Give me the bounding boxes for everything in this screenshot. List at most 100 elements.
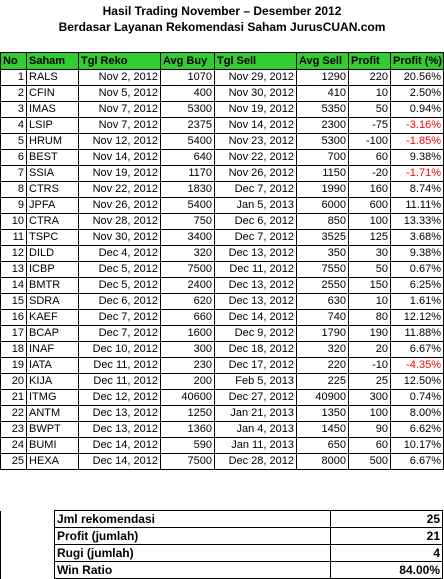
cell-avg-buy: 230 bbox=[160, 357, 215, 374]
cell-tgl-sell: Dec 6, 2012 bbox=[214, 213, 297, 230]
cell-saham: HRUM bbox=[26, 133, 79, 150]
cell-avg-sell: 8000 bbox=[296, 453, 349, 470]
cell-avg-sell: 3525 bbox=[296, 229, 349, 246]
cell-tgl-reko: Dec 6, 2012 bbox=[78, 293, 161, 310]
cell-no: 18 bbox=[0, 341, 27, 358]
cell-avg-sell: 700 bbox=[296, 149, 349, 166]
table-row: 11 TSPC Nov 30, 2012 3400 Dec 7, 2012 3525 125… bbox=[0, 229, 444, 246]
cell-avg-buy: 1250 bbox=[160, 405, 215, 422]
cell-saham: DILD bbox=[26, 245, 79, 262]
cell-avg-sell: 5350 bbox=[296, 101, 349, 118]
cell-saham: ICBP bbox=[26, 261, 79, 278]
cell-profit: 125 bbox=[348, 229, 391, 246]
summary-rugi: Rugi (jumlah) 4 bbox=[0, 544, 444, 562]
table-row: 19 IATA Dec 11, 2012 230 Dec 17, 2012 220 -10-… bbox=[0, 357, 444, 374]
cell-avg-buy: 590 bbox=[160, 437, 215, 454]
header-tgl-reko: Tgl Reko bbox=[78, 52, 161, 70]
table-row: 24 BUMI Dec 14, 2012 590 Jan 11, 2013 650 60 10… bbox=[0, 437, 444, 454]
cell-avg-buy: 5400 bbox=[160, 197, 215, 214]
cell-saham: CTRA bbox=[26, 213, 79, 230]
cell-saham: BCAP bbox=[26, 325, 79, 342]
cell-avg-sell: 350 bbox=[296, 245, 349, 262]
cell-tgl-sell: Dec 17, 2012 bbox=[214, 357, 297, 374]
cell-saham: BMTR bbox=[26, 277, 79, 294]
cell-profit-pct: 12.50% bbox=[390, 373, 444, 390]
summary-blank-cell bbox=[0, 510, 55, 528]
cell-tgl-sell: Dec 18, 2012 bbox=[214, 341, 297, 358]
header-profit: Profit bbox=[348, 52, 391, 70]
cell-avg-sell: 1350 bbox=[296, 405, 349, 422]
cell-tgl-reko: Dec 5, 2012 bbox=[78, 277, 161, 294]
table-row: 21 ITMG Dec 12, 2012 40600 Dec 27, 2012 40900… bbox=[0, 389, 444, 406]
cell-tgl-sell: Dec 13, 2012 bbox=[214, 293, 297, 310]
cell-saham: CTRS bbox=[26, 181, 79, 198]
cell-profit: -20 bbox=[348, 165, 391, 182]
header-saham: Saham bbox=[26, 52, 79, 70]
table-row: 1 RALS Nov 2, 2012 1070 Nov 29, 2012 1290 220 2… bbox=[0, 69, 444, 86]
cell-profit: 300 bbox=[348, 389, 391, 406]
cell-tgl-sell: Dec 28, 2012 bbox=[214, 453, 297, 470]
cell-profit-pct: 12.12% bbox=[390, 309, 444, 326]
cell-avg-buy: 1070 bbox=[160, 69, 215, 86]
table-row: 8 CTRS Nov 22, 2012 1830 Dec 7, 2012 1990 160 8… bbox=[0, 181, 444, 198]
cell-profit: 30 bbox=[348, 245, 391, 262]
cell-tgl-sell: Dec 11, 2012 bbox=[214, 261, 297, 278]
cell-tgl-reko: Nov 2, 2012 bbox=[78, 69, 161, 86]
table-row: 4 LSIP Nov 7, 2012 2375 Nov 14, 2012 2300 -75-… bbox=[0, 117, 444, 134]
summary-blank-cell bbox=[0, 544, 55, 562]
summary-label: Rugi (jumlah) bbox=[53, 544, 331, 562]
summary-value: 84.00% bbox=[329, 561, 444, 579]
cell-profit: 150 bbox=[348, 277, 391, 294]
cell-tgl-reko: Nov 5, 2012 bbox=[78, 85, 161, 102]
cell-saham: BUMI bbox=[26, 437, 79, 454]
cell-avg-buy: 750 bbox=[160, 213, 215, 230]
cell-no: 23 bbox=[0, 421, 27, 438]
cell-avg-buy: 1360 bbox=[160, 421, 215, 438]
header-profit-pct: Profit (%) bbox=[390, 52, 444, 70]
cell-tgl-reko: Dec 12, 2012 bbox=[78, 389, 161, 406]
cell-profit-pct: 13.33% bbox=[390, 213, 444, 230]
cell-no: 1 bbox=[0, 69, 27, 86]
cell-avg-sell: 5300 bbox=[296, 133, 349, 150]
cell-profit: 25 bbox=[348, 373, 391, 390]
summary-value: 4 bbox=[329, 544, 444, 562]
cell-saham: BEST bbox=[26, 149, 79, 166]
cell-no: 5 bbox=[0, 133, 27, 150]
table-row: 20 KIJA Dec 11, 2012 200 Feb 5, 2013 225 25 12.… bbox=[0, 373, 444, 390]
cell-profit-pct: 0.94% bbox=[390, 101, 444, 118]
cell-avg-sell: 1450 bbox=[296, 421, 349, 438]
cell-avg-buy: 5400 bbox=[160, 133, 215, 150]
cell-tgl-sell: Dec 13, 2012 bbox=[214, 277, 297, 294]
cell-tgl-sell: Nov 26, 2012 bbox=[214, 165, 297, 182]
summary-profit: Profit (jumlah) 21 bbox=[0, 527, 444, 545]
table-row: 2 CFIN Nov 5, 2012 400 Nov 30, 2012 410 10 2.50… bbox=[0, 85, 444, 102]
cell-profit: 500 bbox=[348, 453, 391, 470]
cell-avg-buy: 1830 bbox=[160, 181, 215, 198]
cell-profit: -100 bbox=[348, 133, 391, 150]
table-row: 22 ANTM Dec 13, 2012 1250 Jan 21, 2013 1350 10… bbox=[0, 405, 444, 422]
cell-tgl-sell: Nov 30, 2012 bbox=[214, 85, 297, 102]
table-row: 3 IMAS Nov 7, 2012 5300 Nov 19, 2012 5350 50 0.… bbox=[0, 101, 444, 118]
cell-saham: ANTM bbox=[26, 405, 79, 422]
cell-avg-buy: 2400 bbox=[160, 277, 215, 294]
trading-results-table: No Saham Tgl Reko Avg Buy Tgl Sell Avg Sell Pr… bbox=[0, 52, 444, 470]
cell-tgl-sell: Nov 22, 2012 bbox=[214, 149, 297, 166]
cell-avg-sell: 1790 bbox=[296, 325, 349, 342]
cell-avg-sell: 220 bbox=[296, 357, 349, 374]
header-avg-buy: Avg Buy bbox=[160, 52, 215, 70]
cell-avg-buy: 300 bbox=[160, 341, 215, 358]
cell-profit-pct: 6.67% bbox=[390, 453, 444, 470]
table-row: 15 SDRA Dec 6, 2012 620 Dec 13, 2012 630 10 1.6… bbox=[0, 293, 444, 310]
summary-table: Jml rekomendasi 25 Profit (jumlah) 21 Rugi (… bbox=[0, 510, 444, 579]
cell-avg-sell: 740 bbox=[296, 309, 349, 326]
cell-tgl-sell: Dec 13, 2012 bbox=[214, 245, 297, 262]
cell-avg-sell: 650 bbox=[296, 437, 349, 454]
cell-avg-buy: 400 bbox=[160, 85, 215, 102]
cell-avg-sell: 1150 bbox=[296, 165, 349, 182]
cell-profit-pct: 0.67% bbox=[390, 261, 444, 278]
table-row: 14 BMTR Dec 5, 2012 2400 Dec 13, 2012 2550 150… bbox=[0, 277, 444, 294]
summary-value: 21 bbox=[329, 527, 444, 545]
cell-no: 11 bbox=[0, 229, 27, 246]
cell-avg-buy: 1600 bbox=[160, 325, 215, 342]
